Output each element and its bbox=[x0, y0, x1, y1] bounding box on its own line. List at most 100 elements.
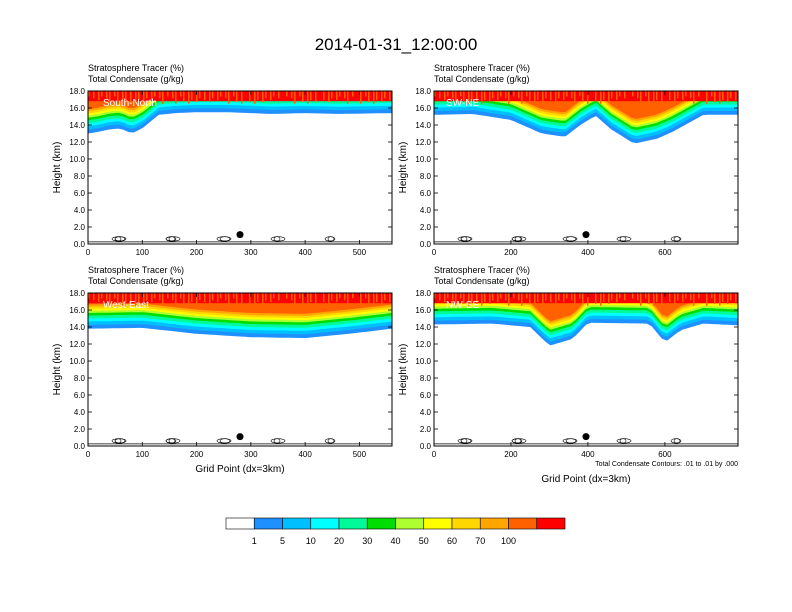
panel-1: Stratosphere Tracer (%)Total Condensate … bbox=[52, 63, 393, 257]
tracer-streak bbox=[521, 293, 523, 306]
tracer-streak bbox=[624, 91, 626, 99]
tracer-streak bbox=[611, 91, 613, 99]
tracer-streak bbox=[534, 91, 536, 104]
tracer-streak bbox=[545, 91, 547, 99]
tracer-streak bbox=[88, 91, 90, 97]
tracer-streak bbox=[582, 91, 584, 102]
tracer-streak bbox=[735, 91, 737, 101]
tracer-streak bbox=[323, 293, 325, 303]
tracer-streak bbox=[331, 91, 333, 99]
y-tick-label: 18.0 bbox=[69, 289, 85, 298]
x-tick-label: 200 bbox=[504, 248, 518, 257]
colorbar-swatch bbox=[451, 517, 481, 530]
tracer-streak bbox=[143, 91, 145, 102]
tracer-streak bbox=[518, 91, 520, 99]
y-tick-label: 12.0 bbox=[69, 340, 85, 349]
condensate-contours bbox=[434, 236, 738, 243]
y-tick-label: 4.0 bbox=[74, 408, 86, 417]
colorbar-swatch bbox=[479, 517, 509, 530]
tracer-streak bbox=[106, 293, 108, 301]
tracer-streak bbox=[587, 293, 589, 306]
y-tick-label: 2.0 bbox=[74, 425, 86, 434]
tracer-streak bbox=[360, 91, 362, 104]
tracer-streak bbox=[310, 293, 312, 303]
tracer-streak bbox=[542, 91, 544, 102]
figure-title: 2014-01-31_12:00:00 bbox=[315, 35, 478, 54]
condensate-contour bbox=[673, 236, 681, 242]
tracer-streak bbox=[344, 91, 346, 99]
tracer-streak bbox=[273, 293, 275, 299]
condensate-contour bbox=[511, 236, 527, 242]
x-tick-label: 500 bbox=[353, 450, 367, 459]
y-axis-label: Height (km) bbox=[398, 344, 409, 396]
tracer-streak bbox=[307, 91, 309, 104]
tracer-streak bbox=[236, 293, 238, 304]
tracer-streak bbox=[117, 91, 119, 102]
tracer-streak bbox=[220, 91, 222, 97]
tracer-field bbox=[88, 91, 392, 134]
tracer-streak bbox=[265, 91, 267, 99]
x-tick-label: 200 bbox=[190, 450, 204, 459]
x-tick-label: 600 bbox=[658, 248, 672, 257]
tracer-streak bbox=[389, 293, 391, 303]
tracer-streak bbox=[196, 293, 198, 304]
y-tick-label: 2.0 bbox=[420, 223, 432, 232]
colorbar: 1 5 10 20 30 40 50 60 70 100 bbox=[225, 517, 566, 546]
tracer-streak bbox=[135, 293, 137, 306]
x-tick-label: 400 bbox=[581, 248, 595, 257]
tracer-streak bbox=[233, 91, 235, 97]
tracer-streak bbox=[513, 293, 515, 299]
tracer-streak bbox=[257, 293, 259, 303]
tracer-streak bbox=[714, 293, 716, 304]
tracer-streak bbox=[302, 293, 304, 304]
tracer-streak bbox=[566, 293, 568, 299]
tracer-band-top bbox=[434, 293, 738, 304]
tracer-streak bbox=[151, 293, 153, 303]
tracer-streak bbox=[151, 91, 153, 101]
tracer-streak bbox=[241, 91, 243, 104]
tracer-streak bbox=[262, 293, 264, 304]
colorbar-swatch bbox=[536, 517, 566, 530]
tracer-streak bbox=[711, 293, 713, 299]
colorbar-swatch bbox=[338, 517, 368, 530]
condensate-contour bbox=[673, 438, 681, 444]
tracer-streak bbox=[212, 91, 214, 99]
tracer-streak bbox=[299, 293, 301, 299]
tracer-streak bbox=[460, 293, 462, 299]
tracer-streak bbox=[555, 293, 557, 304]
tracer-streak bbox=[444, 91, 446, 101]
tracer-streak bbox=[135, 91, 137, 104]
condensate-contour bbox=[270, 236, 286, 242]
y-tick-label: 6.0 bbox=[420, 391, 432, 400]
panel-title: Stratosphere Tracer (%) bbox=[434, 265, 530, 275]
tracer-streak bbox=[489, 91, 491, 102]
tracer-streak bbox=[616, 293, 618, 303]
tracer-streak bbox=[730, 293, 732, 301]
tracer-streak bbox=[669, 91, 671, 101]
tracer-streak bbox=[209, 293, 211, 304]
tracer-streak bbox=[159, 293, 161, 301]
y-tick-label: 18.0 bbox=[69, 87, 85, 96]
tracer-streak bbox=[677, 293, 679, 301]
colorbar-swatch bbox=[366, 517, 396, 530]
colorbar-swatch bbox=[253, 517, 283, 530]
tracer-streak bbox=[563, 91, 565, 101]
tracer-streak bbox=[220, 293, 222, 299]
y-tick-label: 10.0 bbox=[69, 357, 85, 366]
tracer-streak bbox=[603, 293, 605, 303]
colorbar-label: 1 bbox=[252, 536, 257, 546]
tracer-streak bbox=[294, 293, 296, 306]
condensate-contour bbox=[565, 236, 577, 242]
tracer-streak bbox=[526, 293, 528, 299]
tracer-band-top bbox=[434, 91, 738, 102]
y-tick-label: 18.0 bbox=[415, 87, 431, 96]
y-tick-label: 14.0 bbox=[69, 121, 85, 130]
tracer-streak bbox=[93, 91, 95, 99]
tracer-streak bbox=[685, 293, 687, 299]
tracer-streak bbox=[328, 293, 330, 304]
tracer-streak bbox=[257, 91, 259, 101]
y-tick-label: 0.0 bbox=[74, 240, 86, 249]
colorbar-swatch bbox=[508, 517, 538, 530]
y-tick-label: 12.0 bbox=[415, 138, 431, 147]
tracer-streak bbox=[669, 293, 671, 303]
